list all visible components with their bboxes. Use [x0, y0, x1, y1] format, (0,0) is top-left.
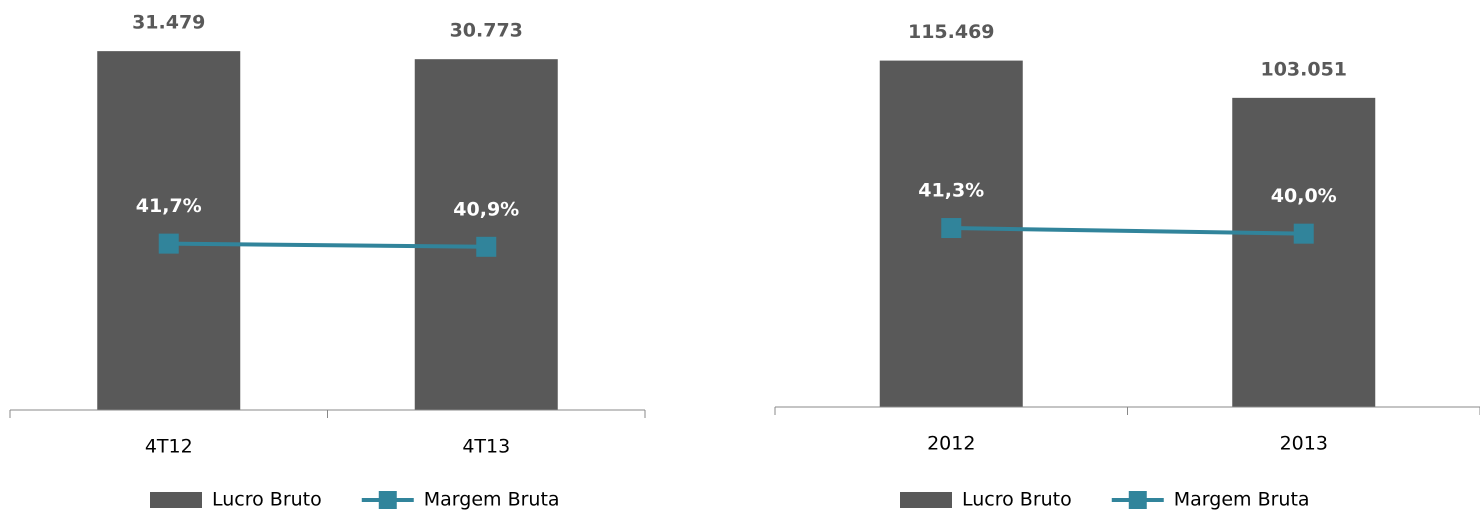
legend-swatch: [150, 492, 202, 508]
line-value-label: 40,9%: [453, 198, 519, 220]
legend-swatch-marker: [1128, 491, 1147, 509]
bar: [1232, 97, 1376, 408]
bar-value-label: 30.773: [450, 20, 523, 42]
bar-value-label: 103.051: [1260, 58, 1347, 80]
line: [168, 241, 487, 249]
legend-label: Lucro Bruto: [962, 489, 1072, 511]
line-marker: [476, 236, 497, 257]
bar-value-label: 31.479: [132, 12, 205, 34]
line-value-label: 41,7%: [136, 195, 202, 217]
line-value-label: 40,0%: [1271, 185, 1337, 207]
bar: [414, 59, 558, 410]
x-tick-label: 4T12: [145, 436, 193, 458]
legend-label: Margem Bruta: [424, 489, 560, 511]
x-tick-label: 2012: [927, 433, 975, 455]
bar-value-label: 115.469: [908, 21, 995, 43]
line-marker: [158, 233, 179, 254]
line: [951, 226, 1304, 236]
legend-label: Lucro Bruto: [212, 489, 322, 511]
bar: [97, 51, 241, 410]
chart: 115.469 103.051 2012 2013 41,3% 40,0% Lucro Br…: [774, 21, 1480, 511]
x-tick-label: 2013: [1280, 433, 1328, 455]
line-marker: [941, 218, 962, 239]
x-tick-label: 4T13: [462, 436, 510, 458]
line-marker: [1293, 223, 1314, 244]
legend-swatch: [900, 492, 952, 508]
line-value-label: 41,3%: [918, 180, 984, 202]
legend-swatch-marker: [378, 491, 397, 509]
legend-label: Margem Bruta: [1174, 489, 1310, 511]
chart: 31.479 30.773 4T12 4T13 41,7% 40,9% Lucro Brut…: [9, 12, 646, 511]
